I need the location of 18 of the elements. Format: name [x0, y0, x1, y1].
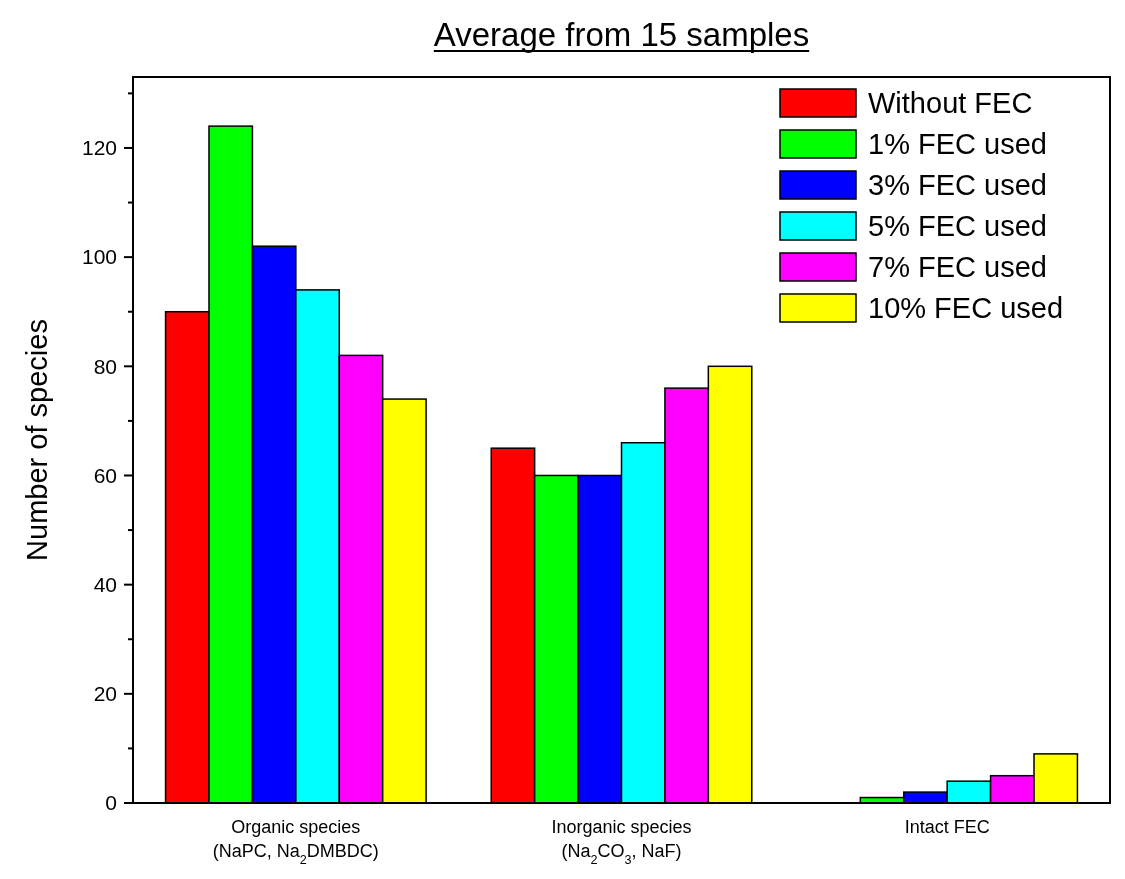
legend-label: 3% FEC used	[868, 169, 1047, 202]
y-tick-label: 100	[81, 245, 117, 269]
x-tick-label: Intact FEC	[904, 817, 990, 837]
y-tick-label: 120	[81, 136, 117, 160]
y-tick-label: 0	[105, 791, 117, 815]
legend-label: Without FEC	[868, 87, 1033, 120]
x-tick-label: Organic species (NaPC, Na$_{2}$DMBDC)	[212, 817, 379, 867]
legend-label: 10% FEC used	[868, 292, 1064, 325]
y-tick-label: 40	[93, 573, 117, 596]
legend-label: 1% FEC used	[868, 128, 1047, 161]
y-tick-label: 20	[93, 682, 117, 706]
y-tick-label: 60	[93, 463, 117, 487]
x-tick-label: Inorganic species (Na$_{2}$CO$_{3}$, NaF)	[551, 817, 692, 867]
legend-label: 7% FEC used	[868, 251, 1047, 284]
legend-label: 5% FEC used	[868, 210, 1047, 243]
y-tick-label: 80	[93, 354, 117, 378]
chart-title: Average from 15 samples	[433, 16, 810, 53]
y-axis-title: Number of species	[21, 319, 53, 561]
